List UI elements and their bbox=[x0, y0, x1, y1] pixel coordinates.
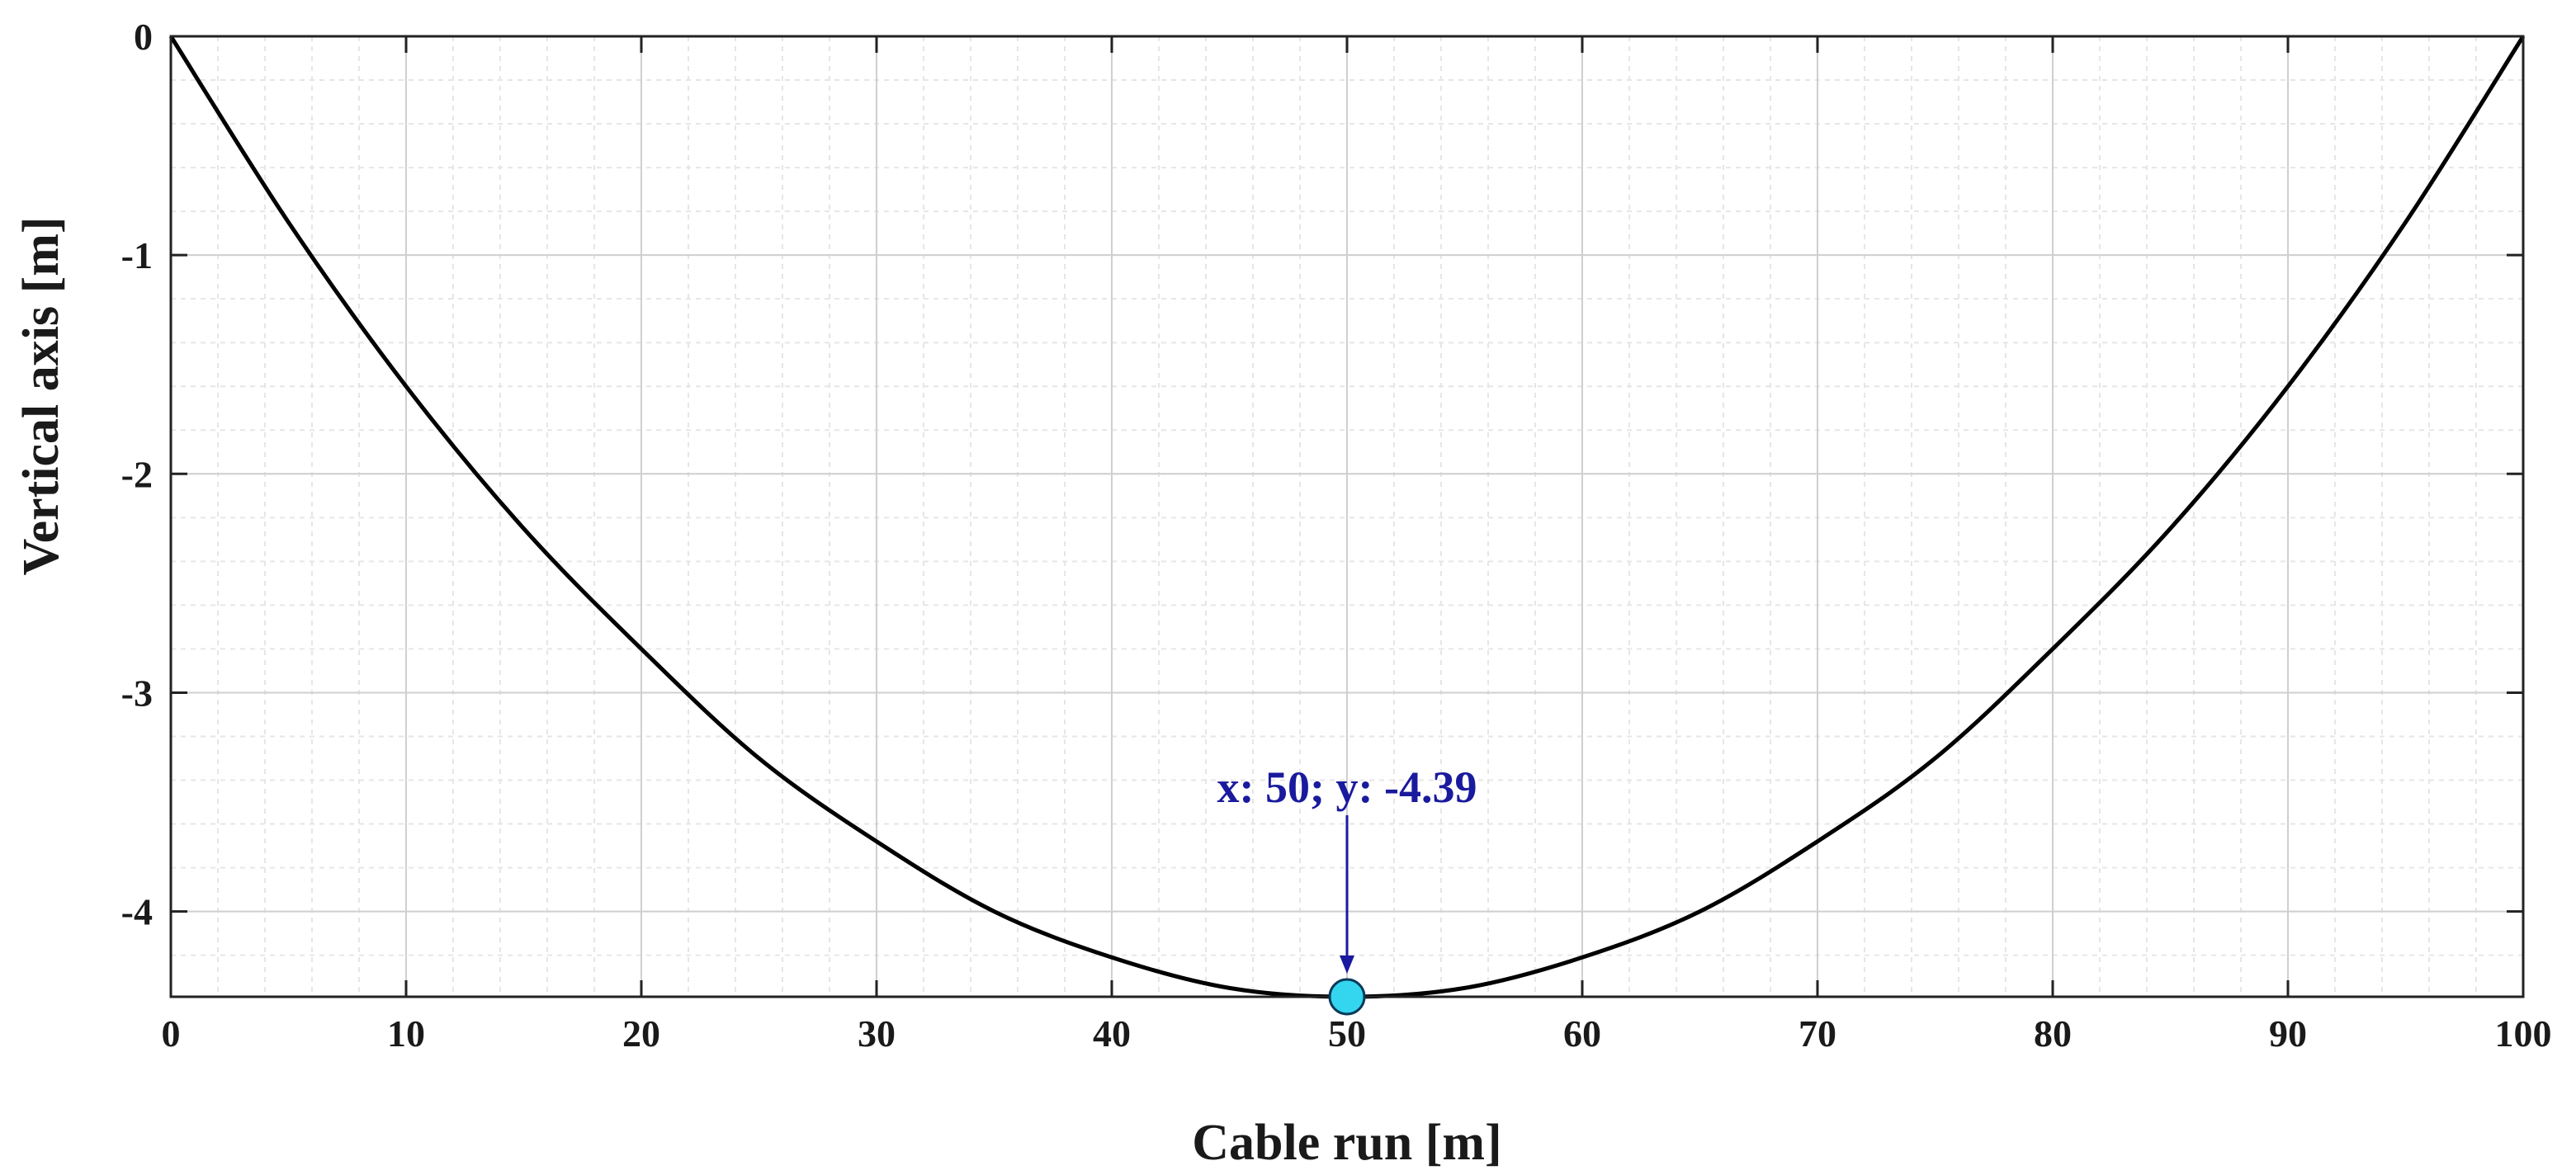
x-tick-label: 10 bbox=[387, 1012, 425, 1055]
x-tick-labels: 0 10 20 30 40 50 60 70 80 90 100 bbox=[162, 1012, 2552, 1055]
x-tick-label: 20 bbox=[622, 1012, 660, 1055]
x-tick-label: 30 bbox=[858, 1012, 896, 1055]
y-tick-label: -2 bbox=[121, 453, 153, 495]
tick-marks bbox=[169, 35, 2525, 997]
annotation-arrow-head bbox=[1340, 956, 1354, 974]
x-axis-label: Cable run [m] bbox=[1192, 1115, 1501, 1171]
y-tick-label: 0 bbox=[134, 16, 153, 58]
y-tick-label: -1 bbox=[121, 234, 153, 276]
x-tick-label: 60 bbox=[1563, 1012, 1601, 1055]
y-axis-label: Vertical axis [m] bbox=[13, 216, 69, 575]
y-tick-labels: 0 -1 -2 -3 -4 bbox=[121, 16, 153, 933]
y-tick-label: -3 bbox=[121, 672, 153, 714]
x-tick-label: 90 bbox=[2269, 1012, 2307, 1055]
y-tick-label: -4 bbox=[121, 891, 153, 933]
annotation-label: x: 50; y: -4.39 bbox=[1217, 762, 1477, 812]
x-tick-label: 0 bbox=[162, 1012, 181, 1055]
x-tick-label: 50 bbox=[1328, 1012, 1366, 1055]
x-tick-label: 100 bbox=[2495, 1012, 2552, 1055]
annotation-marker bbox=[1328, 978, 1366, 1016]
x-tick-label: 70 bbox=[1798, 1012, 1836, 1055]
x-tick-label: 80 bbox=[2034, 1012, 2072, 1055]
x-tick-label: 40 bbox=[1093, 1012, 1131, 1055]
annotations-layer: x: 50; y: -4.39 bbox=[1217, 762, 1477, 1016]
